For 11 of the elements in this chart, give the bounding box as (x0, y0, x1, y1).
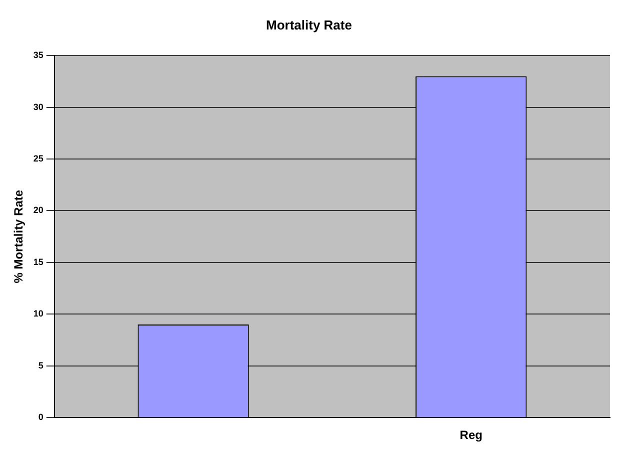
x-tick-label: Reg (460, 428, 482, 442)
y-axis-title: % Mortality Rate (12, 190, 26, 284)
y-tick-label: 5 (38, 360, 44, 370)
y-tick-label: 10 (33, 308, 44, 319)
y-tick-label: 35 (33, 50, 44, 60)
y-tick-label: 25 (33, 154, 44, 164)
y-tick-label: 0 (38, 412, 44, 422)
y-tick-label: 30 (33, 102, 44, 112)
y-tick-label: 20 (33, 205, 44, 216)
y-tick-label: 15 (33, 256, 44, 267)
chart-title: Mortality Rate (266, 17, 352, 32)
